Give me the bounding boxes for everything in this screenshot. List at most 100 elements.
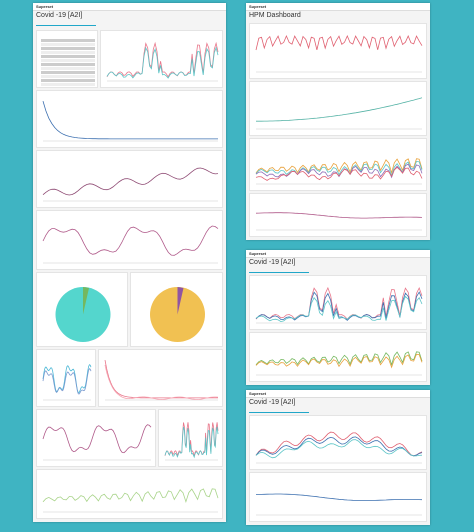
line	[42, 100, 218, 140]
screenshot: Superset Covid -19 [A2I]	[246, 250, 430, 385]
line	[255, 291, 423, 321]
chart-panel	[249, 332, 427, 382]
line	[42, 225, 219, 256]
chart-panel	[98, 349, 223, 407]
chart	[104, 360, 219, 401]
chart-panel	[100, 30, 223, 88]
brand: Superset	[249, 4, 267, 9]
line	[255, 34, 423, 51]
line	[104, 364, 219, 400]
line	[255, 439, 423, 459]
chart	[42, 167, 219, 202]
line	[42, 488, 219, 504]
table-row	[41, 71, 95, 74]
line	[255, 166, 423, 181]
line	[42, 424, 152, 454]
line	[106, 41, 219, 78]
table-row	[41, 55, 95, 58]
line	[42, 167, 219, 196]
line	[42, 364, 92, 394]
pie-slice	[177, 287, 184, 315]
chart	[255, 34, 423, 73]
chart-panel	[36, 30, 98, 88]
line	[255, 158, 423, 175]
tabs	[249, 409, 309, 413]
chart-panel	[249, 193, 427, 237]
chart-panel	[36, 272, 128, 347]
chart	[255, 431, 423, 464]
chart	[255, 286, 423, 324]
line	[42, 368, 92, 395]
navbar: Superset	[246, 390, 430, 398]
chart	[255, 212, 423, 231]
table-row	[41, 83, 95, 86]
chart-panel	[249, 138, 427, 191]
chart	[255, 158, 423, 185]
line	[256, 97, 423, 122]
chart-panel	[249, 415, 427, 470]
line	[255, 436, 423, 457]
screenshot: Superset Covid -19 [A2I]	[246, 390, 430, 525]
line	[255, 160, 423, 177]
chart	[42, 100, 218, 142]
table-row	[41, 79, 95, 82]
table-row	[41, 47, 95, 50]
chart	[41, 39, 95, 86]
line	[106, 46, 219, 79]
chart-panel	[36, 469, 223, 519]
chart-panel	[36, 409, 156, 467]
dashboard-title: Covid -19 [A2I]	[36, 12, 83, 19]
table-row	[41, 67, 95, 70]
table-row	[41, 39, 95, 42]
chart	[106, 41, 219, 82]
line	[255, 431, 423, 457]
chart	[256, 97, 423, 130]
chart	[55, 287, 111, 342]
chart-panel	[158, 409, 223, 467]
chart-panel	[130, 272, 223, 347]
line	[255, 295, 423, 323]
table-row	[41, 63, 95, 66]
table-row	[41, 43, 95, 46]
dashboard-title: Covid -19 [A2I]	[249, 259, 296, 266]
line	[255, 351, 423, 367]
brand: Superset	[249, 391, 267, 396]
chart-panel	[249, 81, 427, 136]
table-row	[41, 75, 95, 78]
brand: Superset	[249, 251, 267, 256]
chart-panel	[36, 150, 223, 208]
line	[104, 360, 218, 399]
tabs	[249, 269, 309, 273]
chart-panel	[249, 23, 427, 79]
line	[255, 353, 423, 369]
table-row	[41, 59, 95, 62]
chart	[42, 488, 219, 513]
screenshot: Superset Covid -19 [A2I]	[33, 3, 226, 522]
dashboard-title: Covid -19 [A2I]	[249, 399, 296, 406]
brand: Superset	[36, 4, 54, 9]
navbar: Superset	[33, 3, 226, 11]
chart-panel	[36, 349, 96, 407]
chart	[255, 493, 423, 516]
screenshot: Superset HPM Dashboard	[246, 3, 430, 240]
chart	[42, 225, 219, 264]
tabs	[36, 22, 96, 26]
navbar: Superset	[246, 250, 430, 258]
chart	[150, 287, 205, 342]
chart	[42, 424, 152, 461]
line	[255, 286, 423, 320]
chart	[255, 351, 423, 376]
chart-panel	[36, 210, 223, 270]
chart-panel	[249, 472, 427, 522]
chart	[42, 364, 92, 401]
table-row	[41, 51, 95, 54]
chart-panel	[249, 275, 427, 330]
chart	[164, 422, 219, 461]
chart-panel	[36, 90, 223, 148]
pie-slice	[83, 287, 89, 315]
line	[255, 212, 423, 219]
dashboard-title: HPM Dashboard	[249, 12, 301, 19]
line	[164, 426, 219, 459]
line	[255, 493, 423, 501]
